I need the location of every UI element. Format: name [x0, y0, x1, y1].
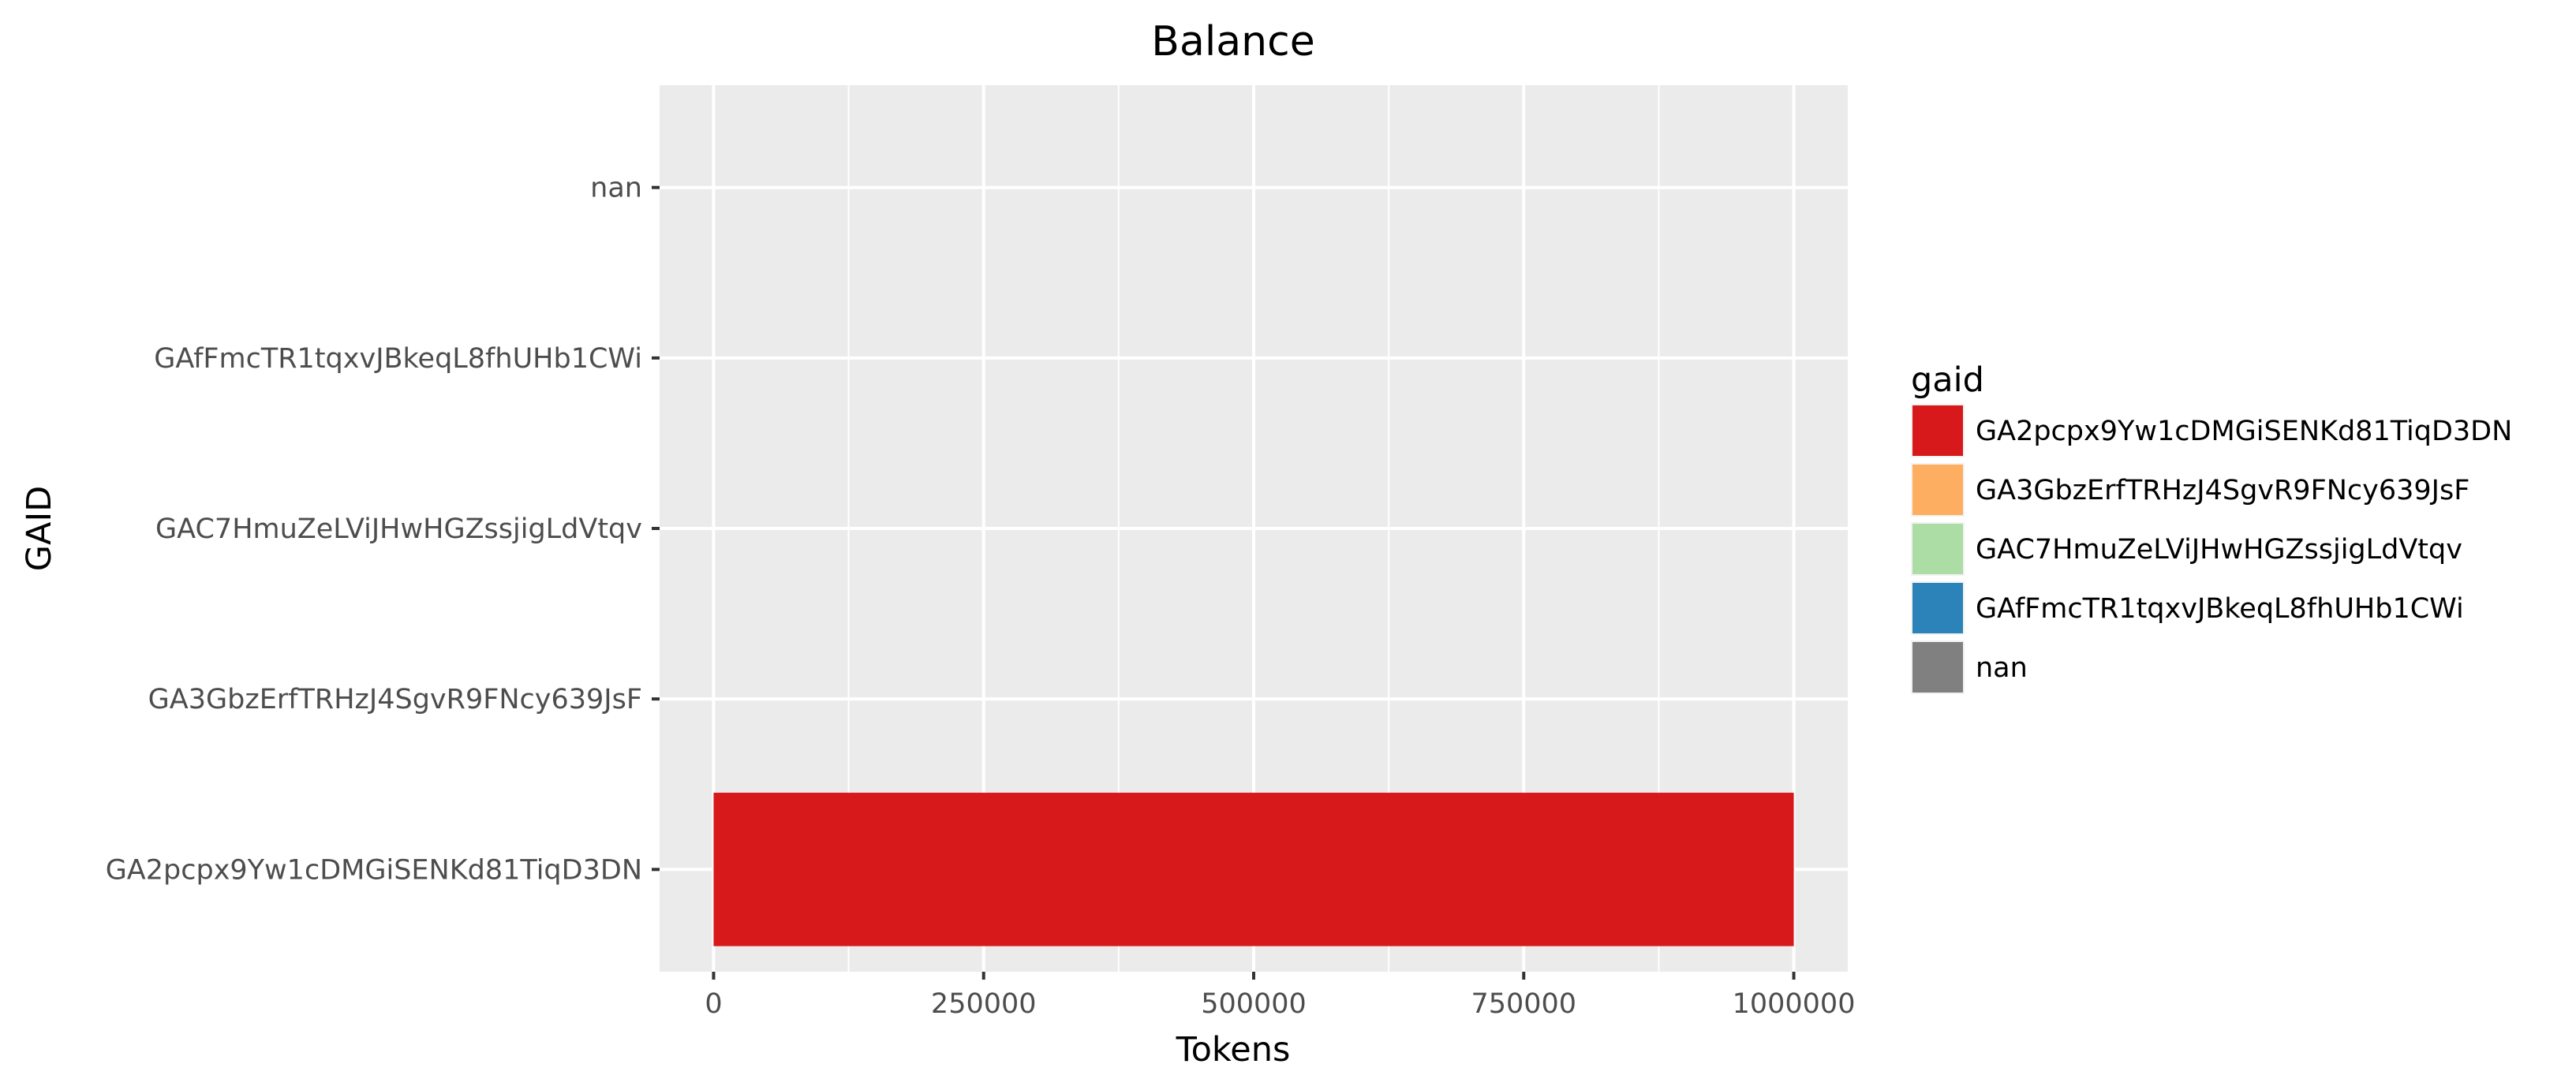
legend-title: gaid	[1911, 360, 1984, 400]
y-tick-label: nan	[590, 173, 642, 204]
legend-swatch	[1912, 524, 1963, 574]
bars	[713, 793, 1794, 946]
y-tick-label: GAfFmcTR1tqxvJBkeqL8fhUHb1CWi	[154, 343, 642, 375]
legend-label: GAfFmcTR1tqxvJBkeqL8fhUHb1CWi	[1976, 593, 2464, 625]
legend-swatch	[1912, 465, 1963, 515]
legend-label: GA2pcpx9Yw1cDMGiSENKd81TiqD3DN	[1976, 416, 2512, 447]
x-axis-title: Tokens	[1176, 1030, 1291, 1070]
legend-swatch	[1912, 583, 1963, 633]
y-tick-label: GA3GbzErfTRHzJ4SgvR9FNcy639JsF	[148, 684, 642, 715]
y-tick-label: GAC7HmuZeLViJHwHGZssjigLdVtqv	[155, 513, 642, 545]
y-axis-title: GAID	[20, 486, 59, 572]
x-tick-label: 0	[705, 988, 722, 1020]
x-tick-label: 750000	[1471, 988, 1576, 1020]
x-axis: 0 250000 500000 750000 1000000	[705, 972, 1855, 1020]
x-tick-label: 250000	[931, 988, 1037, 1020]
legend: gaid GA2pcpx9Yw1cDMGiSENKd81TiqD3DN GA3Gb…	[1911, 360, 2512, 694]
legend-label: nan	[1976, 652, 2028, 684]
y-tick-label: GA2pcpx9Yw1cDMGiSENKd81TiqD3DN	[106, 854, 642, 886]
x-tick-label: 1000000	[1733, 988, 1856, 1020]
legend-swatch	[1912, 642, 1963, 693]
legend-label: GAC7HmuZeLViJHwHGZssjigLdVtqv	[1976, 534, 2462, 566]
legend-label: GA3GbzErfTRHzJ4SgvR9FNcy639JsF	[1976, 475, 2469, 506]
y-axis: GA2pcpx9Yw1cDMGiSENKd81TiqD3DN GA3GbzErfT…	[106, 173, 660, 886]
bar	[713, 793, 1794, 946]
x-tick-label: 500000	[1201, 988, 1307, 1020]
chart-title: Balance	[1151, 18, 1314, 65]
legend-swatch	[1912, 405, 1963, 456]
legend-items: GA2pcpx9Yw1cDMGiSENKd81TiqD3DN GA3GbzErfT…	[1911, 404, 2512, 694]
